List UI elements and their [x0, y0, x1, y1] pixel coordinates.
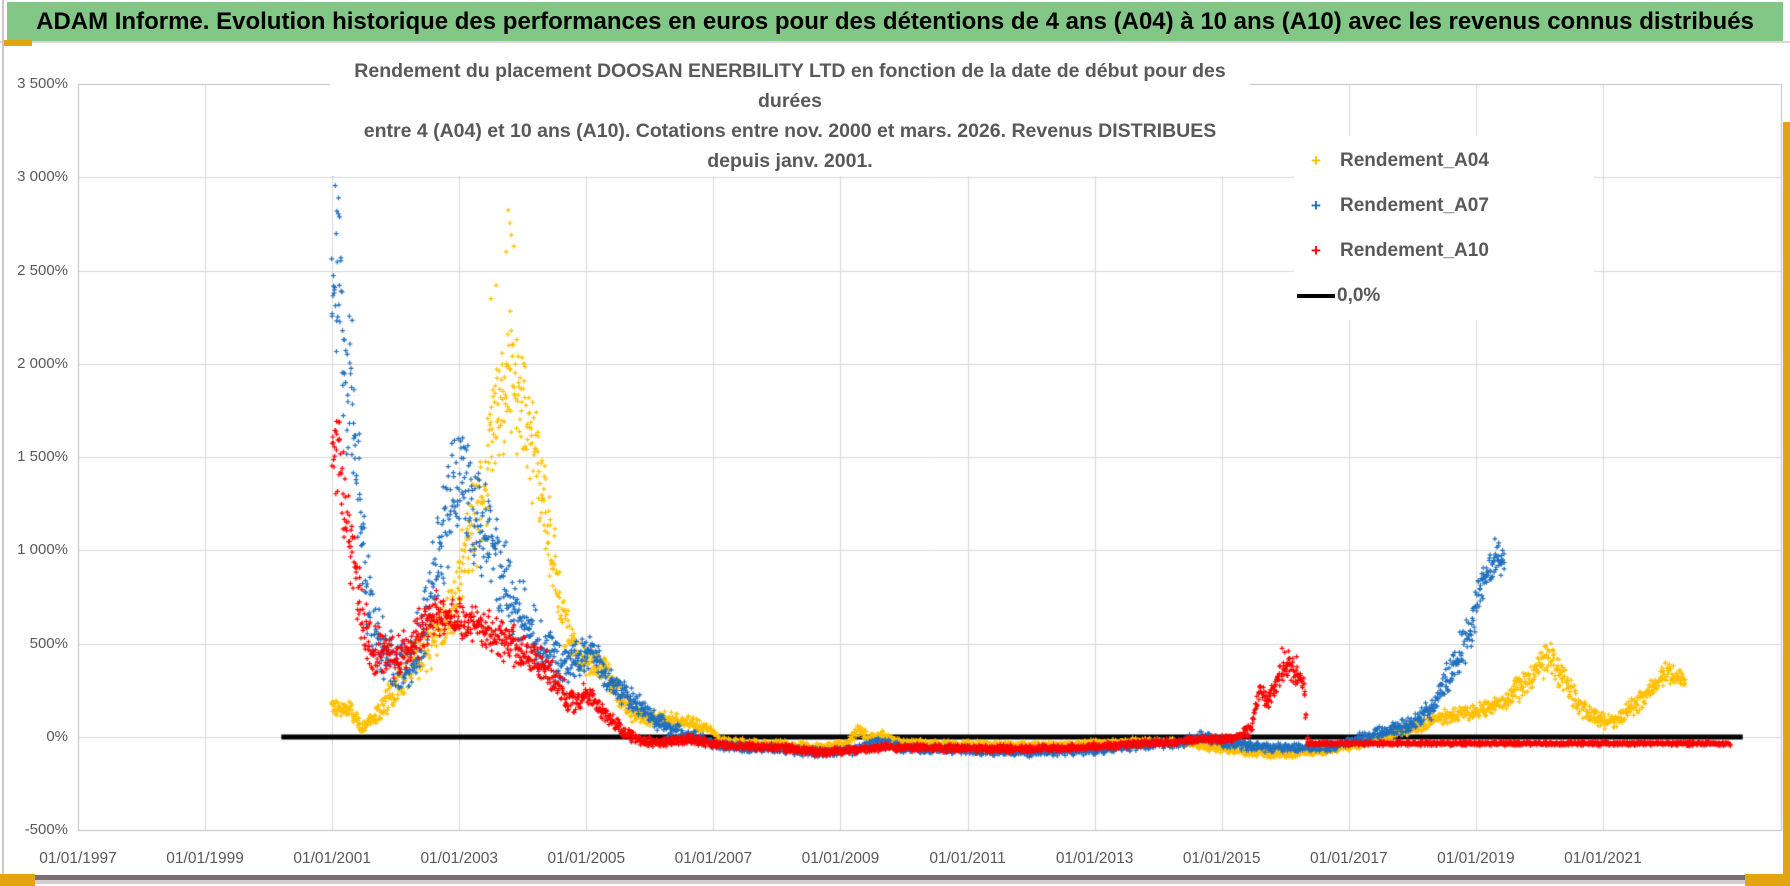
legend-item-rendement-a10: + Rendement_A10 [1294, 228, 1594, 273]
y-axis-label: 0% [46, 727, 68, 745]
x-axis-label: 01/01/2017 [1310, 850, 1388, 867]
x-axis-label: 01/01/2001 [293, 850, 371, 867]
y-axis-label: 3 500% [17, 75, 68, 92]
window-left-border [2, 0, 4, 886]
x-axis-label: 01/01/2007 [674, 850, 753, 867]
legend-label: 0,0% [1337, 284, 1381, 306]
x-axis-label: 01/01/2011 [929, 850, 1006, 867]
x-axis-label: 01/01/2005 [547, 850, 626, 867]
gold-accent-top-left [2, 40, 32, 46]
gold-accent-bottom-left [0, 874, 35, 886]
y-axis-label: 500% [29, 634, 68, 652]
gold-accent-bottom-right [1745, 874, 1783, 886]
zero-line-legend-swatch [1297, 293, 1335, 298]
y-axis-label: 1 000% [17, 541, 68, 559]
bottom-strip-shadow [35, 880, 1745, 884]
legend-label: Rendement_A10 [1340, 239, 1489, 261]
legend-label: Rendement_A07 [1340, 194, 1489, 216]
header-bar: ADAM Informe. Evolution historique des p… [7, 2, 1783, 41]
chart-title: Rendement du placement DOOSAN ENERBILITY… [330, 56, 1250, 176]
x-axis-label: 01/01/2019 [1437, 850, 1515, 867]
header-underline [0, 41, 1790, 43]
y-axis-label: 2 000% [17, 354, 68, 372]
legend-item-0-0-: 0,0% [1294, 273, 1594, 318]
y-axis-label: -500% [24, 821, 68, 839]
x-axis-label: 01/01/1999 [166, 850, 244, 867]
y-axis-label: 2 500% [17, 261, 68, 279]
legend-item-rendement-a04: + Rendement_A04 [1294, 138, 1594, 183]
y-axis-label: 3 000% [17, 168, 68, 186]
chart-legend: + Rendement_A04 + Rendement_A07 + Rendement_A… [1294, 136, 1594, 320]
legend-label: Rendement_A04 [1340, 149, 1489, 171]
x-axis-label: 01/01/2015 [1182, 850, 1261, 867]
plus-marker-icon: + [1311, 240, 1321, 260]
bottom-strip [35, 875, 1745, 880]
x-axis-label: 01/01/2009 [801, 850, 880, 867]
y-axis-label: 1 500% [17, 448, 68, 466]
x-axis-label: 01/01/2021 [1564, 850, 1642, 867]
plus-marker-icon: + [1311, 150, 1321, 170]
chart-title-line2: entre 4 (A04) et 10 ans (A10). Cotations… [363, 120, 1217, 172]
plus-marker-icon: + [1311, 195, 1321, 215]
header-title: ADAM Informe. Evolution historique des p… [36, 7, 1754, 35]
legend-item-rendement-a07: + Rendement_A07 [1294, 183, 1594, 228]
x-axis-label: 01/01/1997 [39, 850, 117, 867]
x-axis-label: 01/01/2013 [1055, 850, 1134, 867]
x-axis-label: 01/01/2003 [420, 850, 499, 867]
gold-accent-right-edge [1783, 122, 1790, 886]
chart-title-line1: Rendement du placement DOOSAN ENERBILITY… [354, 60, 1226, 112]
